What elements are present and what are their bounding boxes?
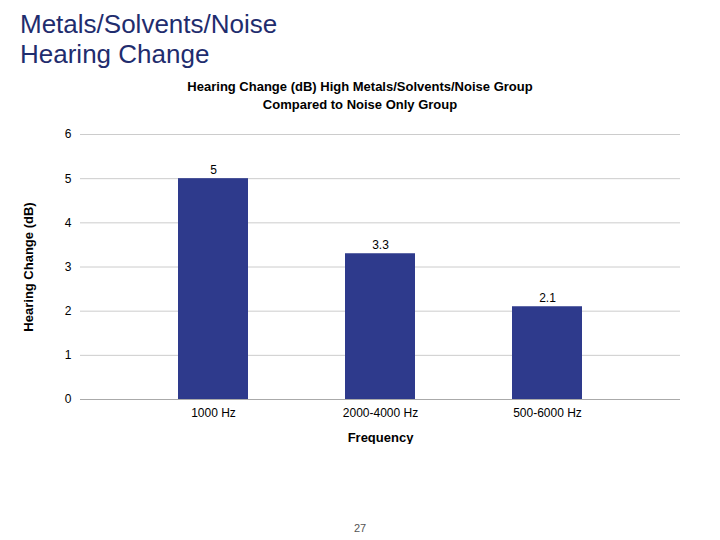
html-text:Metals/Solvents/Noise: Metals/Solvents/Noise (20, 9, 278, 39)
html-text:Compared to Noise Only Group: Compared to Noise Only Group (262, 97, 458, 112)
svg-text:Frequency: Frequency (348, 430, 415, 445)
svg-text:Hearing Change (dB): Hearing Change (dB) (21, 203, 36, 332)
svg-text:3.3: 3.3 (372, 238, 389, 252)
svg-text:500-6000 Hz: 500-6000 Hz (513, 406, 582, 420)
svg-text:3: 3 (65, 260, 72, 274)
svg-text:2: 2 (65, 304, 72, 318)
svg-text:5: 5 (210, 163, 217, 177)
html-text:Hearing Change (dB) High Metal: Hearing Change (dB) High Metals/Solvents… (187, 78, 533, 94)
svg-text:6: 6 (65, 127, 72, 141)
svg-text:1: 1 (65, 348, 72, 362)
html-text:27: 27 (353, 522, 367, 534)
svg-text:5: 5 (65, 172, 72, 186)
svg-text:2000-4000 Hz: 2000-4000 Hz (343, 406, 418, 420)
svg-text:1000 Hz: 1000 Hz (191, 406, 236, 420)
svg-text:4: 4 (65, 216, 72, 230)
svg-text:0: 0 (65, 392, 72, 406)
svg-text:2.1: 2.1 (539, 291, 556, 305)
html-text:Hearing Change: Hearing Change (20, 38, 210, 69)
